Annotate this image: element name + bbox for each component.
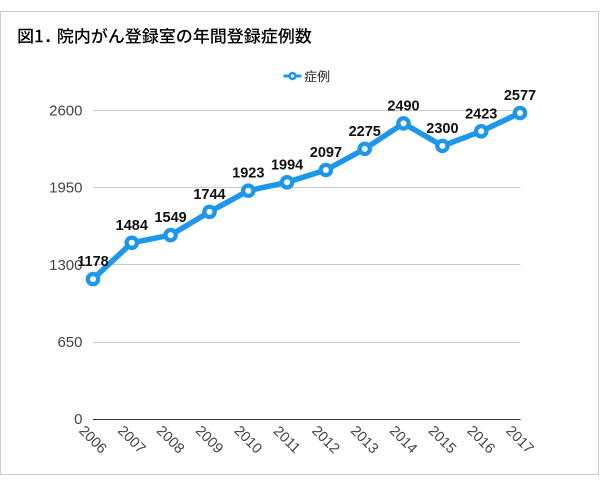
svg-text:1300: 1300 [49,257,82,274]
svg-text:1178: 1178 [77,254,108,270]
svg-text:2577: 2577 [504,88,536,104]
svg-text:1950: 1950 [49,180,82,197]
svg-text:2300: 2300 [426,121,458,137]
svg-text:1744: 1744 [193,187,225,203]
svg-text:1923: 1923 [232,166,264,182]
svg-text:2275: 2275 [349,124,381,140]
svg-text:2600: 2600 [49,103,82,120]
svg-text:0: 0 [74,411,82,428]
svg-text:1549: 1549 [154,210,186,226]
svg-text:2490: 2490 [387,98,419,114]
svg-text:2097: 2097 [310,145,342,161]
svg-text:1994: 1994 [271,157,303,173]
svg-text:2423: 2423 [465,106,497,122]
svg-text:1484: 1484 [116,218,148,234]
svg-text:650: 650 [57,334,82,351]
